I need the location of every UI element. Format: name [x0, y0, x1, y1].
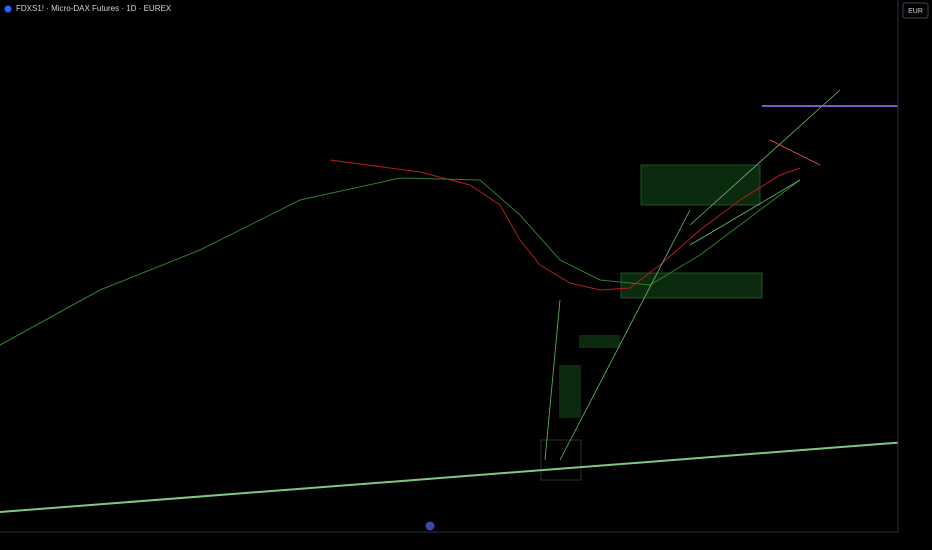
moving-average: [329, 159, 801, 291]
currency-label[interactable]: EUR: [908, 8, 923, 15]
trend-line: [769, 139, 821, 166]
box: [540, 439, 582, 481]
trend-line: [689, 179, 801, 246]
moving-average: [0, 177, 801, 346]
gap-box: [620, 272, 763, 299]
trend-line: [689, 89, 841, 226]
event-icon[interactable]: [425, 521, 435, 531]
currency-button[interactable]: [902, 2, 929, 19]
wave-line: [544, 299, 561, 461]
wave-line: [559, 209, 691, 461]
gap-box: [640, 164, 761, 206]
symbol-icon: [4, 5, 12, 13]
price-axis: [898, 0, 932, 550]
gap-box: [579, 335, 620, 348]
gap-box: [559, 365, 581, 418]
trend-line: [0, 439, 932, 513]
chart-title: FDXS1! · Micro-DAX Futures · 1D · EUREX: [16, 4, 172, 13]
